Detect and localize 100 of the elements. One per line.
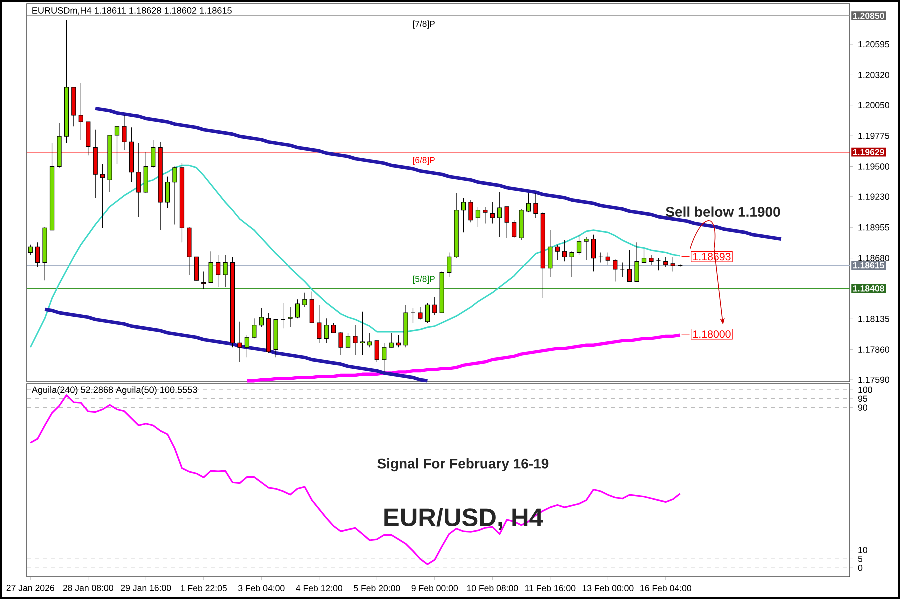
candlestick [410, 308, 416, 324]
candlestick [317, 304, 322, 344]
candlestick [642, 249, 647, 264]
candlestick [584, 236, 589, 261]
annotation: [6/8]P [413, 157, 435, 166]
candlestick [238, 322, 242, 362]
annotation: [5/8]P [413, 276, 435, 284]
x-tick-label: 11 Feb 16:00 [525, 585, 576, 592]
candlestick [114, 126, 120, 165]
x-tick-label: 5 Feb 20:00 [354, 585, 400, 592]
candlestick [136, 143, 142, 218]
candlestick [498, 192, 502, 238]
y-tick-label: 1.18955 [858, 224, 890, 231]
candlestick [36, 242, 40, 268]
chart-title: Aguila(240) 52.2868 Aguila(50) 100.5553 [32, 386, 198, 396]
candlestick [28, 244, 33, 256]
candlestick [244, 335, 250, 358]
candlestick [151, 140, 156, 168]
candlestick [194, 256, 199, 281]
x-tick-label: 13 Feb 00:00 [582, 585, 634, 592]
candlestick [534, 193, 538, 218]
candlestick [122, 115, 127, 150]
y-tick-label: 1.20595 [858, 41, 890, 48]
candlestick [368, 332, 372, 348]
candlestick [447, 252, 452, 278]
ref-line-label: 1.19629 [854, 149, 884, 156]
candlestick [483, 206, 488, 224]
y-tick-label: 1.18680 [858, 255, 890, 262]
candlestick [670, 256, 676, 272]
x-tick-label: 10 Feb 08:00 [467, 585, 518, 592]
candlestick [555, 244, 560, 261]
candlestick [526, 193, 532, 213]
candlestick [360, 312, 366, 356]
candlestick [627, 250, 632, 282]
y-tick-label: 100 [858, 386, 872, 394]
candlestick [208, 251, 214, 284]
candlestick [591, 234, 596, 272]
candlestick [259, 308, 264, 328]
candlestick [223, 254, 228, 288]
candlestick [576, 234, 582, 256]
candlestick [570, 251, 574, 278]
candlestick [649, 254, 654, 266]
candlestick [374, 340, 380, 362]
y-tick-label: 95 [858, 396, 868, 402]
annotation: Sell below 1.1900 [666, 206, 780, 218]
candlestick [310, 291, 314, 324]
candlestick [504, 206, 510, 238]
candlestick [664, 256, 668, 268]
annotation: Signal For February 16-19 [378, 458, 549, 472]
x-tick-label: 9 Feb 00:00 [412, 585, 458, 592]
x-tick-label: 4 Feb 12:00 [296, 585, 343, 592]
x-tick-label: 27 Jan 2026 [6, 585, 54, 592]
candlestick [418, 307, 423, 320]
candlestick [332, 322, 336, 334]
x-tick-label: 3 Feb 04:00 [238, 585, 285, 592]
candlestick [78, 82, 84, 140]
y-tick-label: 1.19775 [858, 132, 890, 140]
candlestick [461, 198, 466, 233]
candlestick [425, 302, 430, 324]
candlestick [295, 299, 300, 319]
candlestick [202, 271, 206, 290]
candlestick [302, 292, 308, 308]
candlestick [613, 259, 618, 282]
y-tick-label: 90 [858, 404, 868, 411]
y-tick-label: 1.19500 [858, 164, 890, 170]
candlestick [634, 242, 640, 282]
x-tick-label: 29 Jan 16:00 [121, 585, 172, 592]
ref-line-label: 1.18615 [854, 262, 884, 269]
candlestick [216, 254, 221, 288]
candlestick [548, 230, 553, 278]
y-tick-label: 1.20320 [858, 72, 890, 78]
candlestick [100, 164, 106, 228]
y-tick-label: 5 [858, 556, 863, 562]
annotation: 1.18000 [694, 330, 731, 338]
x-tick-label: 16 Feb 04:00 [640, 585, 692, 592]
candlestick [476, 206, 481, 228]
y-tick-label: 1.18135 [858, 316, 890, 322]
y-tick-label: 10 [858, 547, 868, 554]
y-tick-label: 1.17860 [858, 346, 890, 353]
ref-line-label: 1.18408 [854, 286, 884, 292]
candlestick [172, 166, 178, 226]
candlestick [252, 318, 257, 339]
candlestick [346, 332, 351, 348]
y-tick-label: 1.17590 [858, 376, 890, 384]
y-tick-label: 0 [858, 564, 863, 572]
candlestick [562, 240, 568, 262]
candlestick [353, 324, 358, 356]
candlestick [165, 176, 170, 208]
x-tick-label: 1 Feb 22:05 [181, 585, 227, 592]
x-tick-label: 28 Jan 08:00 [63, 585, 114, 592]
candlestick [324, 318, 329, 344]
ref-line-label: 1.20850 [854, 12, 884, 20]
y-tick-label: 1.20050 [858, 102, 890, 108]
candlestick [382, 342, 387, 372]
candlestick [490, 202, 495, 224]
chart-title: EURUSDm,H4 1.18611 1.18628 1.18602 1.18615 [32, 7, 232, 15]
candlestick [606, 252, 610, 266]
candlestick [338, 332, 344, 356]
candlestick [468, 200, 474, 223]
candlestick [512, 220, 517, 238]
